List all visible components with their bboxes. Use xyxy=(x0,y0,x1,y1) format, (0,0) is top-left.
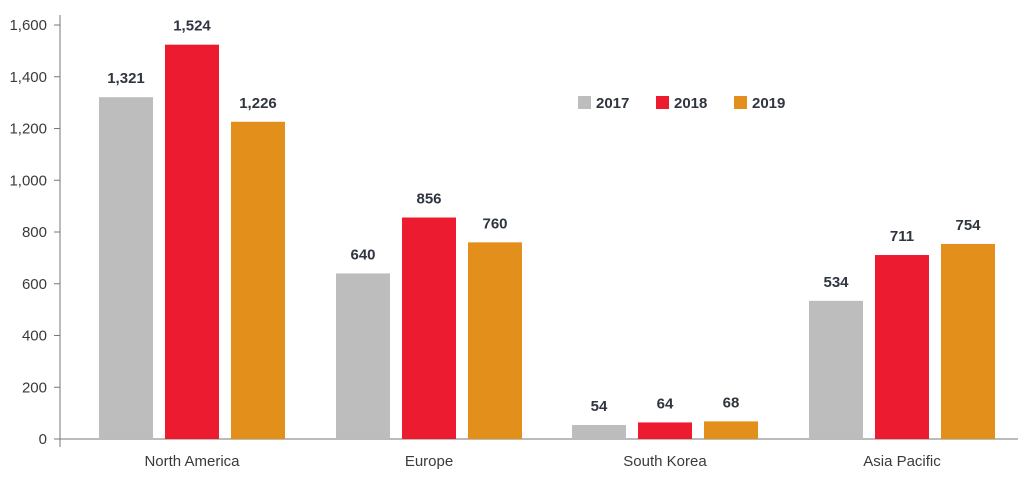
y-tick-label: 800 xyxy=(22,224,47,241)
legend-swatch-2019 xyxy=(734,96,747,109)
bar-2018 xyxy=(165,44,219,439)
y-tick-label: 600 xyxy=(22,276,47,293)
data-label-2018: 856 xyxy=(416,191,441,208)
y-tick-label: 1,400 xyxy=(9,69,47,86)
data-label-2018: 711 xyxy=(890,228,914,245)
bar-2019 xyxy=(468,242,522,439)
bar-2019 xyxy=(941,243,995,439)
bar-2019 xyxy=(231,121,285,440)
legend-label-2017: 2017 xyxy=(596,95,629,112)
legend-swatch-2018 xyxy=(656,96,669,109)
data-label-2017: 1,321 xyxy=(107,70,145,87)
data-labels-group: 1,321 640 54 534 1,524 856 64 711 1,226 760 68 754 xyxy=(107,18,981,415)
data-label-2019: 754 xyxy=(955,217,981,234)
y-tick-label: 200 xyxy=(22,379,47,396)
legend-label-2019: 2019 xyxy=(752,95,785,112)
bar-2019 xyxy=(704,421,758,439)
data-label-2019: 760 xyxy=(482,215,507,232)
y-axis: 0 200 400 600 800 1,000 1,200 1,400 1,600 xyxy=(9,15,61,448)
data-label-2017: 54 xyxy=(591,398,608,415)
bar-2017 xyxy=(809,300,863,439)
x-category-label: North America xyxy=(144,453,240,470)
bar-2017 xyxy=(572,425,626,439)
legend-label-2018: 2018 xyxy=(674,95,707,112)
data-label-2017: 640 xyxy=(350,246,375,263)
legend: 2017 2018 2019 xyxy=(578,95,785,112)
y-tick-label: 1,000 xyxy=(9,172,47,189)
data-label-2019: 68 xyxy=(723,394,740,411)
legend-swatch-2017 xyxy=(578,96,591,109)
bar-2017 xyxy=(336,273,390,439)
bar-2018 xyxy=(638,422,692,439)
bar-2017 xyxy=(99,97,153,439)
y-tick-label: 0 xyxy=(39,431,47,448)
x-category-label: South Korea xyxy=(623,453,707,470)
data-label-2018: 1,524 xyxy=(173,18,211,35)
x-category-label: Europe xyxy=(405,453,453,470)
bar-2018 xyxy=(875,255,929,439)
y-tick-label: 1,200 xyxy=(9,121,47,138)
y-tick-label: 400 xyxy=(22,328,47,345)
bars-group xyxy=(99,44,995,440)
data-label-2017: 534 xyxy=(823,274,849,291)
data-label-2019: 1,226 xyxy=(239,95,277,112)
data-label-2018: 64 xyxy=(657,395,674,412)
y-tick-label: 1,600 xyxy=(9,17,47,34)
bar-2018 xyxy=(402,217,456,439)
x-category-label: Asia Pacific xyxy=(863,453,941,470)
x-axis: North America Europe South Korea Asia Pacif… xyxy=(54,438,1018,470)
